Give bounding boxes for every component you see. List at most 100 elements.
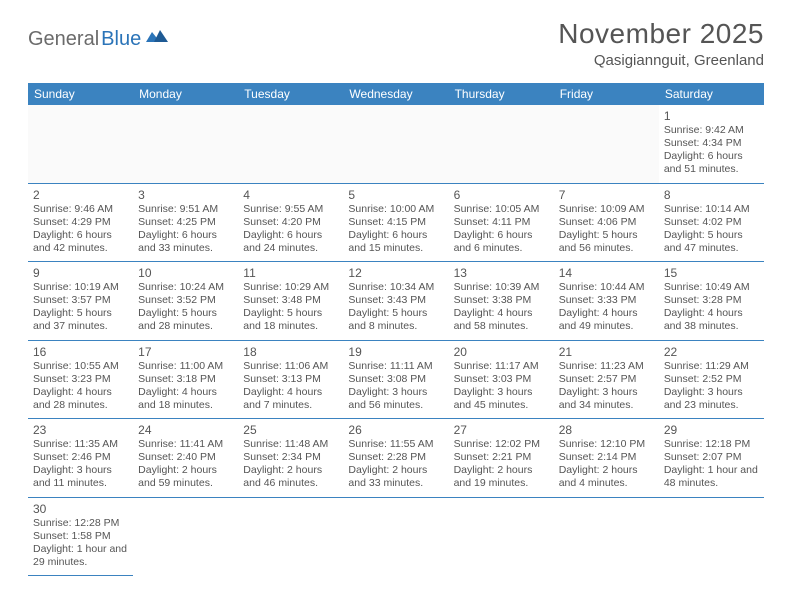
day-cell: 20Sunrise: 11:17 AMSunset: 3:03 PMDaylig… (449, 340, 554, 419)
day-cell: 5Sunrise: 10:00 AMSunset: 4:15 PMDayligh… (343, 183, 448, 262)
sunrise-line: Sunrise: 11:11 AM (348, 360, 443, 373)
sunset-line: Sunset: 3:52 PM (138, 294, 233, 307)
day-cell: 10Sunrise: 10:24 AMSunset: 3:52 PMDaylig… (133, 262, 238, 341)
location: Qasigiannguit, Greenland (558, 52, 764, 69)
daylight-line: Daylight: 5 hours and 37 minutes. (33, 307, 128, 333)
daylight-line: Daylight: 6 hours and 33 minutes. (138, 229, 233, 255)
sunset-line: Sunset: 3:57 PM (33, 294, 128, 307)
day-number: 3 (138, 188, 233, 202)
sunset-line: Sunset: 3:03 PM (454, 373, 549, 386)
day-cell (343, 105, 448, 183)
day-cell: 25Sunrise: 11:48 AMSunset: 2:34 PMDaylig… (238, 419, 343, 498)
sunrise-line: Sunrise: 11:55 AM (348, 438, 443, 451)
day-number: 26 (348, 423, 443, 437)
daylight-line: Daylight: 6 hours and 15 minutes. (348, 229, 443, 255)
calendar-table: Sunday Monday Tuesday Wednesday Thursday… (28, 83, 764, 576)
sunrise-line: Sunrise: 12:18 PM (664, 438, 759, 451)
logo-text-blue: Blue (101, 28, 141, 51)
day-cell: 1Sunrise: 9:42 AMSunset: 4:34 PMDaylight… (659, 105, 764, 183)
day-cell: 17Sunrise: 11:00 AMSunset: 3:18 PMDaylig… (133, 340, 238, 419)
day-cell: 21Sunrise: 11:23 AMSunset: 2:57 PMDaylig… (554, 340, 659, 419)
day-cell: 14Sunrise: 10:44 AMSunset: 3:33 PMDaylig… (554, 262, 659, 341)
daylight-line: Daylight: 3 hours and 45 minutes. (454, 386, 549, 412)
sunset-line: Sunset: 3:43 PM (348, 294, 443, 307)
sunset-line: Sunset: 2:28 PM (348, 451, 443, 464)
sunset-line: Sunset: 3:48 PM (243, 294, 338, 307)
sunset-line: Sunset: 2:34 PM (243, 451, 338, 464)
sunrise-line: Sunrise: 10:39 AM (454, 281, 549, 294)
sunrise-line: Sunrise: 10:44 AM (559, 281, 654, 294)
col-monday: Monday (133, 83, 238, 105)
sunset-line: Sunset: 4:11 PM (454, 216, 549, 229)
daylight-line: Daylight: 4 hours and 38 minutes. (664, 307, 759, 333)
sunrise-line: Sunrise: 9:55 AM (243, 203, 338, 216)
daylight-line: Daylight: 6 hours and 6 minutes. (454, 229, 549, 255)
day-cell: 15Sunrise: 10:49 AMSunset: 3:28 PMDaylig… (659, 262, 764, 341)
col-tuesday: Tuesday (238, 83, 343, 105)
day-cell: 4Sunrise: 9:55 AMSunset: 4:20 PMDaylight… (238, 183, 343, 262)
day-number: 25 (243, 423, 338, 437)
sunrise-line: Sunrise: 11:23 AM (559, 360, 654, 373)
day-cell: 16Sunrise: 10:55 AMSunset: 3:23 PMDaylig… (28, 340, 133, 419)
col-saturday: Saturday (659, 83, 764, 105)
sunset-line: Sunset: 4:20 PM (243, 216, 338, 229)
day-number: 27 (454, 423, 549, 437)
col-sunday: Sunday (28, 83, 133, 105)
sunrise-line: Sunrise: 10:14 AM (664, 203, 759, 216)
day-number: 21 (559, 345, 654, 359)
header: GeneralBlue November 2025 Qasigiannguit,… (28, 18, 764, 69)
sunset-line: Sunset: 3:23 PM (33, 373, 128, 386)
day-cell: 26Sunrise: 11:55 AMSunset: 2:28 PMDaylig… (343, 419, 448, 498)
day-number: 13 (454, 266, 549, 280)
day-cell (554, 105, 659, 183)
sunrise-line: Sunrise: 10:09 AM (559, 203, 654, 216)
flag-icon (146, 28, 168, 51)
sunset-line: Sunset: 3:28 PM (664, 294, 759, 307)
sunrise-line: Sunrise: 9:46 AM (33, 203, 128, 216)
daylight-line: Daylight: 3 hours and 56 minutes. (348, 386, 443, 412)
table-row: 2Sunrise: 9:46 AMSunset: 4:29 PMDaylight… (28, 183, 764, 262)
daylight-line: Daylight: 5 hours and 18 minutes. (243, 307, 338, 333)
sunrise-line: Sunrise: 11:35 AM (33, 438, 128, 451)
day-number: 9 (33, 266, 128, 280)
sunset-line: Sunset: 2:40 PM (138, 451, 233, 464)
daylight-line: Daylight: 5 hours and 56 minutes. (559, 229, 654, 255)
day-cell (449, 497, 554, 576)
sunset-line: Sunset: 2:07 PM (664, 451, 759, 464)
day-cell: 6Sunrise: 10:05 AMSunset: 4:11 PMDayligh… (449, 183, 554, 262)
day-cell: 12Sunrise: 10:34 AMSunset: 3:43 PMDaylig… (343, 262, 448, 341)
table-row: 16Sunrise: 10:55 AMSunset: 3:23 PMDaylig… (28, 340, 764, 419)
sunrise-line: Sunrise: 10:05 AM (454, 203, 549, 216)
logo-text-gray: General (28, 28, 99, 51)
daylight-line: Daylight: 2 hours and 59 minutes. (138, 464, 233, 490)
daylight-line: Daylight: 4 hours and 49 minutes. (559, 307, 654, 333)
day-number: 14 (559, 266, 654, 280)
table-row: 23Sunrise: 11:35 AMSunset: 2:46 PMDaylig… (28, 419, 764, 498)
day-cell (28, 105, 133, 183)
day-number: 16 (33, 345, 128, 359)
page-title: November 2025 (558, 18, 764, 50)
day-number: 19 (348, 345, 443, 359)
day-cell: 19Sunrise: 11:11 AMSunset: 3:08 PMDaylig… (343, 340, 448, 419)
sunset-line: Sunset: 3:18 PM (138, 373, 233, 386)
day-cell (554, 497, 659, 576)
sunrise-line: Sunrise: 11:48 AM (243, 438, 338, 451)
day-cell (133, 105, 238, 183)
col-friday: Friday (554, 83, 659, 105)
sunset-line: Sunset: 2:46 PM (33, 451, 128, 464)
day-cell: 18Sunrise: 11:06 AMSunset: 3:13 PMDaylig… (238, 340, 343, 419)
sunrise-line: Sunrise: 10:49 AM (664, 281, 759, 294)
day-cell: 7Sunrise: 10:09 AMSunset: 4:06 PMDayligh… (554, 183, 659, 262)
day-cell: 30Sunrise: 12:28 PMSunset: 1:58 PMDaylig… (28, 497, 133, 576)
col-thursday: Thursday (449, 83, 554, 105)
sunset-line: Sunset: 2:14 PM (559, 451, 654, 464)
day-number: 15 (664, 266, 759, 280)
daylight-line: Daylight: 3 hours and 34 minutes. (559, 386, 654, 412)
table-row: 1Sunrise: 9:42 AMSunset: 4:34 PMDaylight… (28, 105, 764, 183)
sunrise-line: Sunrise: 11:41 AM (138, 438, 233, 451)
day-number: 24 (138, 423, 233, 437)
daylight-line: Daylight: 2 hours and 4 minutes. (559, 464, 654, 490)
sunrise-line: Sunrise: 10:00 AM (348, 203, 443, 216)
logo: GeneralBlue (28, 18, 168, 51)
sunset-line: Sunset: 4:29 PM (33, 216, 128, 229)
